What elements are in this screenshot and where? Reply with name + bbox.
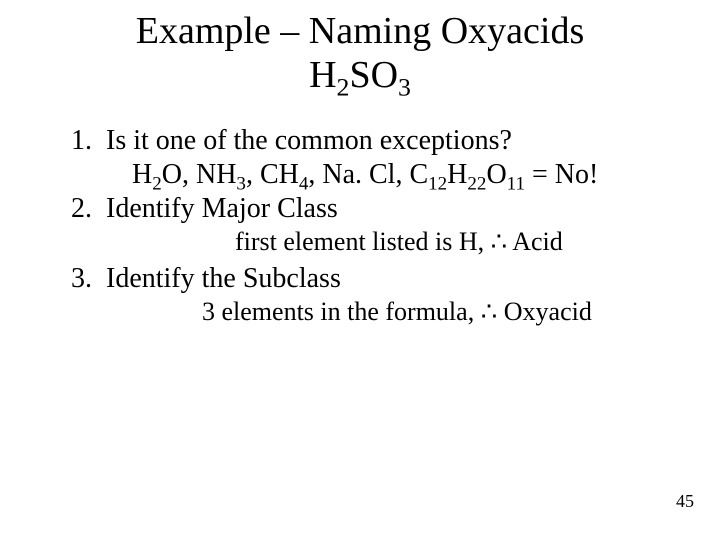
list-item: 3. Identify the Subclass bbox=[30, 263, 690, 295]
item-number: 2. bbox=[30, 193, 106, 225]
steps-list: 1. Is it one of the common exceptions? H… bbox=[30, 125, 690, 327]
item-subtext: first element listed is H, ∴ Acid bbox=[30, 227, 690, 257]
item-number: 3. bbox=[30, 263, 106, 295]
title-formula-h: H bbox=[309, 54, 336, 96]
item-text: Is it one of the common exceptions? bbox=[106, 125, 690, 157]
list-item: 1. Is it one of the common exceptions? bbox=[30, 125, 690, 157]
item-subtext: 3 elements in the formula, ∴ Oxyacid bbox=[30, 297, 690, 327]
item-subtext: H2O, NH3, CH4, Na. Cl, C12H22O11 = No! bbox=[30, 159, 690, 191]
title-formula: H2SO3 bbox=[309, 54, 411, 96]
item-text: Identify Major Class bbox=[106, 193, 690, 225]
title-formula-so: SO bbox=[349, 54, 398, 96]
slide: Example – Naming Oxyacids H2SO3 1. Is it… bbox=[0, 0, 720, 540]
title-formula-sub1: 2 bbox=[337, 72, 350, 101]
item-text: Identify the Subclass bbox=[106, 263, 690, 295]
item-number: 1. bbox=[30, 125, 106, 157]
title-formula-sub2: 3 bbox=[398, 72, 411, 101]
list-item: 2. Identify Major Class bbox=[30, 193, 690, 225]
slide-title: Example – Naming Oxyacids H2SO3 bbox=[30, 10, 690, 97]
page-number: 45 bbox=[676, 491, 694, 512]
title-line1: Example – Naming Oxyacids bbox=[136, 10, 585, 52]
